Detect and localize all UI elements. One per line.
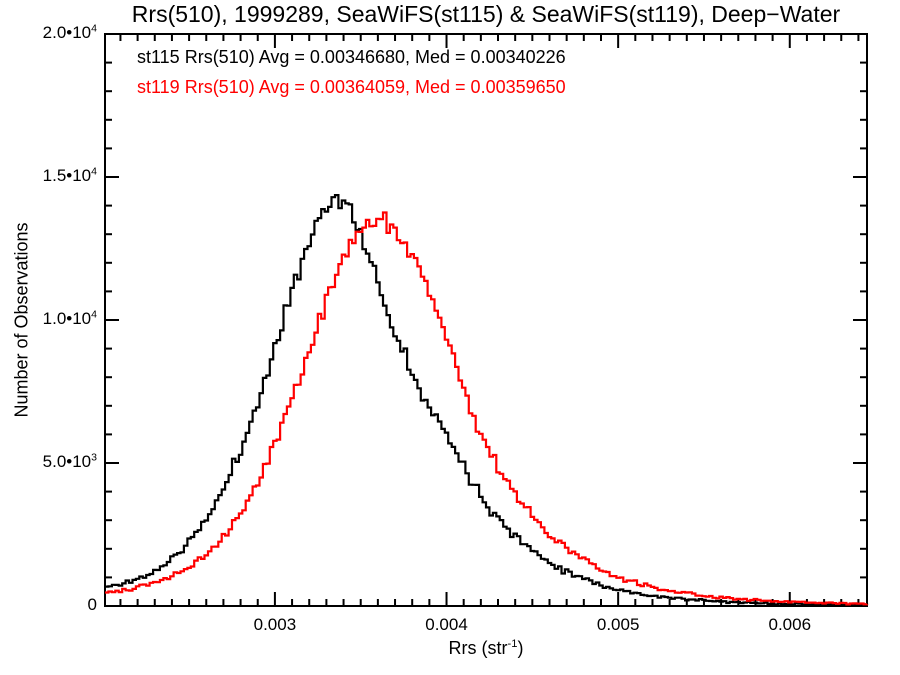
x-tick-label: 0.005 (596, 615, 640, 634)
x-axis-label-sup: -1 (507, 638, 518, 650)
plot-frame (104, 33, 868, 607)
y-tick-label: 1.0•104 (42, 308, 97, 328)
histogram-curve-st115 (105, 194, 869, 607)
x-tick-label: 0.004 (425, 615, 468, 634)
x-axis-label-text: Rrs (str (448, 638, 508, 658)
y-tick-label: 5.0•103 (42, 451, 97, 471)
histogram-curve-st119 (105, 211, 869, 606)
x-axis-label: Rrs (str-1) (105, 638, 867, 658)
chart-title: Rrs(510), 1999289, SeaWiFS(st115) & SeaW… (131, 1, 841, 27)
y-tick-label: 1.5•104 (42, 165, 97, 185)
y-tick-label: 0 (87, 595, 97, 614)
legend-st119: st119 Rrs(510) Avg = 0.00364059, Med = 0… (137, 77, 566, 97)
x-tick-label: 0.003 (253, 615, 297, 634)
x-tick-label: 0.006 (768, 615, 812, 634)
legend-st115: st115 Rrs(510) Avg = 0.00346680, Med = 0… (137, 47, 566, 67)
x-axis-label-close: ) (517, 638, 524, 658)
y-tick-label: 2.0•104 (42, 22, 97, 42)
